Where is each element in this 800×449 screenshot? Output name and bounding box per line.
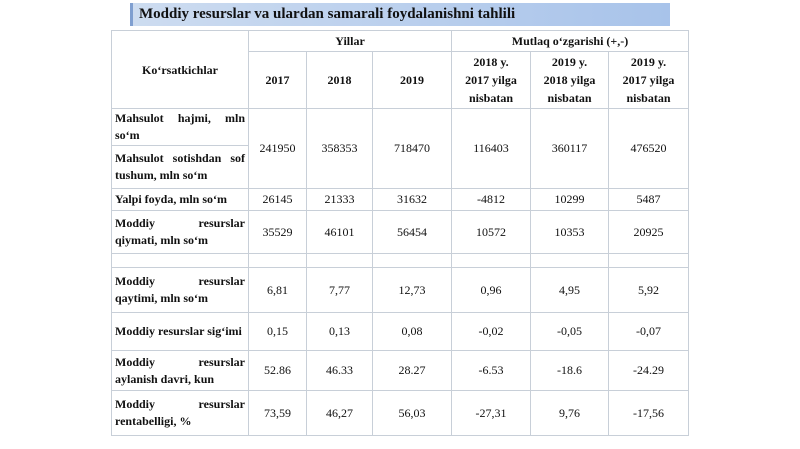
- value-cell: -17,56: [607, 390, 690, 436]
- value-cell: -0,02: [451, 312, 531, 351]
- value-cell: 10572: [451, 210, 531, 254]
- empty-cell: [451, 253, 531, 268]
- value-cell: 9,76: [530, 390, 609, 436]
- value-cell: 28.27: [372, 350, 452, 391]
- value-cell: 241950: [248, 108, 307, 189]
- value-cell: 12,73: [372, 267, 452, 313]
- column-header: 2018: [306, 51, 373, 109]
- value-cell: 10299: [530, 188, 609, 211]
- value-cell: 73,59: [248, 390, 307, 436]
- empty-cell: [530, 253, 609, 268]
- title-bar: Moddiy resurslar va ulardan samarali foy…: [130, 3, 670, 26]
- value-cell: -6.53: [451, 350, 531, 391]
- row-label: Moddiy resurslar aylanish davri, kun: [111, 350, 249, 391]
- corner-header: Ko‘rsatkichlar: [111, 30, 249, 109]
- row-label: Moddiy resurslar qiymati, mln so‘m: [111, 210, 249, 254]
- value-cell: 0,13: [306, 312, 373, 351]
- value-cell: 20925: [607, 210, 690, 254]
- value-cell: 10353: [530, 210, 609, 254]
- empty-cell: [306, 253, 373, 268]
- empty-cell: [607, 253, 690, 268]
- empty-cell: [248, 253, 307, 268]
- value-cell: 5,92: [607, 267, 690, 313]
- value-cell: 35529: [248, 210, 307, 254]
- value-cell: 360117: [530, 108, 609, 189]
- spacer-row: [111, 253, 690, 268]
- row-label: Moddiy resurslar qaytimi, mln so‘m: [111, 267, 249, 313]
- value-cell: 0,08: [372, 312, 452, 351]
- value-cell: 26145: [248, 188, 307, 211]
- column-header: 2019 y. 2017 yilga nisbatan: [607, 51, 690, 109]
- analysis-table: Ko‘rsatkichlar Yillar Mutlaq o‘zgarishi (+…: [111, 30, 690, 436]
- value-cell: 7,77: [306, 267, 373, 313]
- header-row: 2017 2018 2019 2018 y. 2017 yilga nisbatan 2…: [112, 51, 690, 109]
- column-header: 2019: [372, 51, 452, 109]
- data-row: Yalpi foyda, mln so‘m 26145 21333 31632 -481…: [111, 188, 690, 211]
- row-label: Moddiy resurslar rentabelligi, %: [111, 390, 249, 436]
- group-header: Yillar: [248, 30, 452, 52]
- data-row: Moddiy resurslar qaytimi, mln so‘m 6,81 7,…: [111, 267, 690, 313]
- data-row: Moddiy resurslar qiymati, mln so‘m 35529 4…: [111, 210, 690, 254]
- column-header: 2019 y. 2018 yilga nisbatan: [530, 51, 609, 109]
- value-cell: -24.29: [607, 350, 690, 391]
- value-cell: -0,05: [530, 312, 609, 351]
- value-cell: 56,03: [372, 390, 452, 436]
- value-cell: 0,96: [451, 267, 531, 313]
- column-header: 2017: [248, 51, 307, 109]
- value-cell: 46101: [306, 210, 373, 254]
- value-cell: -0,07: [607, 312, 690, 351]
- value-cell: 6,81: [248, 267, 307, 313]
- row-label: Moddiy resurslar sig‘imi: [111, 312, 249, 351]
- value-cell: -4812: [451, 188, 531, 211]
- value-cell: -18.6: [530, 350, 609, 391]
- header-row: Ko‘rsatkichlar Yillar Mutlaq o‘zgarishi (+…: [111, 30, 690, 109]
- group-header: Mutlaq o‘zgarishi (+,-): [450, 30, 690, 52]
- value-cell: 358353: [306, 108, 373, 189]
- value-cell: 52.86: [248, 350, 307, 391]
- value-cell: 0,15: [248, 312, 307, 351]
- value-cell: 56454: [372, 210, 452, 254]
- data-row: Moddiy resurslar rentabelligi, % 73,59 46,…: [111, 390, 690, 436]
- data-row: Moddiy resurslar sig‘imi 0,15 0,13 0,08 -0,0…: [111, 312, 690, 351]
- row-label: Mahsulot sotishdan sof tushum, mln so‘m: [111, 145, 249, 189]
- value-cell: 476520: [607, 108, 690, 189]
- row-label: Yalpi foyda, mln so‘m: [111, 188, 249, 211]
- empty-cell: [372, 253, 452, 268]
- row-label: Mahsulot hajmi, mln so‘m: [111, 108, 249, 146]
- data-row: Mahsulot sotishdan sof tushum, mln so‘m: [111, 145, 689, 189]
- value-cell: 4,95: [530, 267, 609, 313]
- value-cell: 31632: [372, 188, 452, 211]
- column-header: 2018 y. 2017 yilga nisbatan: [451, 51, 531, 109]
- value-cell: 116403: [451, 108, 531, 189]
- empty-cell: [111, 253, 249, 268]
- value-cell: 46,27: [306, 390, 373, 436]
- data-row: Mahsulot hajmi, mln so‘m 241950 358353 7184…: [111, 108, 690, 189]
- data-row: Moddiy resurslar aylanish davri, kun 52.8…: [111, 350, 690, 391]
- value-cell: 718470: [372, 108, 452, 189]
- value-cell: 5487: [607, 188, 690, 211]
- value-cell: 21333: [306, 188, 373, 211]
- value-cell: 46.33: [306, 350, 373, 391]
- value-cell: -27,31: [451, 390, 531, 436]
